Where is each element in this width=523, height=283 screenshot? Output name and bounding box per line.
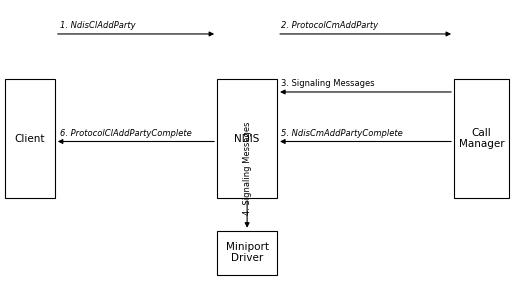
Text: 2. ProtocolCmAddParty: 2. ProtocolCmAddParty [281,21,379,30]
Text: 1. NdisClAddParty: 1. NdisClAddParty [60,21,136,30]
Bar [454,79,509,198]
Text: Client: Client [15,134,46,144]
Text: Miniport
Driver: Miniport Driver [225,242,269,263]
Bar [5,79,55,198]
Text: 5. NdisCmAddPartyComplete: 5. NdisCmAddPartyComplete [281,129,403,138]
Bar [217,231,277,275]
Text: Call
Manager: Call Manager [459,128,504,149]
Text: 4. Signaling Messages: 4. Signaling Messages [243,122,252,215]
Bar [217,79,277,198]
Text: NDIS: NDIS [234,134,260,144]
Text: 3. Signaling Messages: 3. Signaling Messages [281,79,375,88]
Text: 6. ProtocolClAddPartyComplete: 6. ProtocolClAddPartyComplete [60,129,192,138]
